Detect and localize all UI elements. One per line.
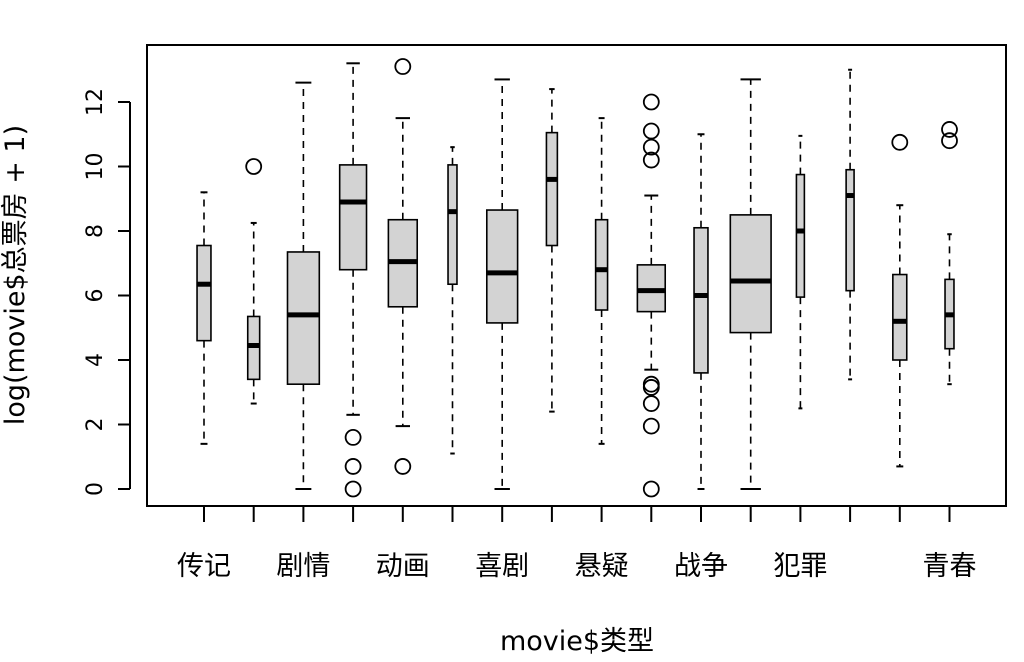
box-body [892, 273, 908, 361]
outlier-point [642, 375, 660, 393]
y-tick-label: 0 [83, 482, 108, 496]
outlier-point [642, 93, 660, 111]
box-body [485, 209, 519, 324]
x-tick-label: 剧情 [276, 551, 330, 582]
outlier-point [245, 158, 263, 175]
box-9 [594, 117, 609, 445]
box-body [545, 131, 559, 247]
box-14 [845, 68, 855, 381]
box-11 [693, 133, 709, 490]
y-tick-label: 2 [83, 418, 108, 432]
box-15 [891, 133, 909, 468]
box-12 [729, 78, 772, 490]
y-tick-label: 8 [83, 224, 108, 238]
box-16 [941, 121, 958, 386]
x-tick-label: 青春 [923, 551, 977, 582]
box-7 [485, 78, 519, 490]
box-13 [795, 134, 806, 410]
outlier-point [642, 417, 660, 435]
outlier-point [344, 428, 362, 446]
y-tick-label: 6 [83, 289, 108, 303]
outlier-point [642, 480, 660, 498]
x-axis-title: movie$类型 [500, 626, 654, 657]
box-3 [286, 81, 321, 490]
box-body [729, 214, 772, 334]
box-body [447, 164, 458, 286]
box-2 [245, 158, 263, 405]
box-body [845, 168, 855, 292]
box-8 [545, 88, 559, 413]
box-4 [338, 62, 368, 498]
x-tick-label: 动画 [376, 551, 430, 582]
outlier-point [941, 121, 958, 138]
box-5 [387, 58, 419, 475]
box-1 [196, 191, 212, 445]
plot-frame [146, 44, 1007, 507]
y-tick-label: 12 [83, 88, 108, 116]
x-tick-label: 犯罪 [773, 551, 827, 582]
outlier-point [344, 480, 362, 498]
y-axis: 0 2 4 6 8 10 12 [83, 88, 131, 496]
x-tick-label: 战争 [674, 551, 728, 582]
outlier-point [891, 133, 909, 151]
y-axis-title: log(movie$总票房 + 1) [0, 125, 31, 425]
box-group [196, 58, 958, 498]
y-tick-label: 10 [83, 153, 108, 181]
x-axis: 传记 剧情 动画 喜剧 悬疑 战争 犯罪 青春 [177, 505, 977, 582]
outlier-point [642, 138, 660, 156]
outlier-point [344, 458, 362, 475]
outlier-point [642, 122, 660, 140]
outlier-point [394, 458, 412, 475]
box-body [795, 173, 806, 298]
box-body [196, 244, 212, 342]
box-body [693, 226, 709, 374]
y-tick-label: 4 [83, 353, 108, 367]
x-tick-label: 传记 [177, 551, 231, 582]
outlier-point [394, 58, 412, 75]
outlier-point [941, 132, 958, 150]
outlier-point [642, 395, 660, 412]
box-body [594, 218, 609, 311]
box-body [338, 164, 368, 271]
outlier-point [642, 379, 660, 396]
box-10 [636, 93, 667, 498]
outlier-point [642, 151, 660, 169]
x-tick-label: 悬疑 [575, 551, 629, 582]
box-6 [447, 146, 458, 455]
box-body [286, 251, 321, 385]
x-tick-label: 喜剧 [475, 551, 529, 582]
